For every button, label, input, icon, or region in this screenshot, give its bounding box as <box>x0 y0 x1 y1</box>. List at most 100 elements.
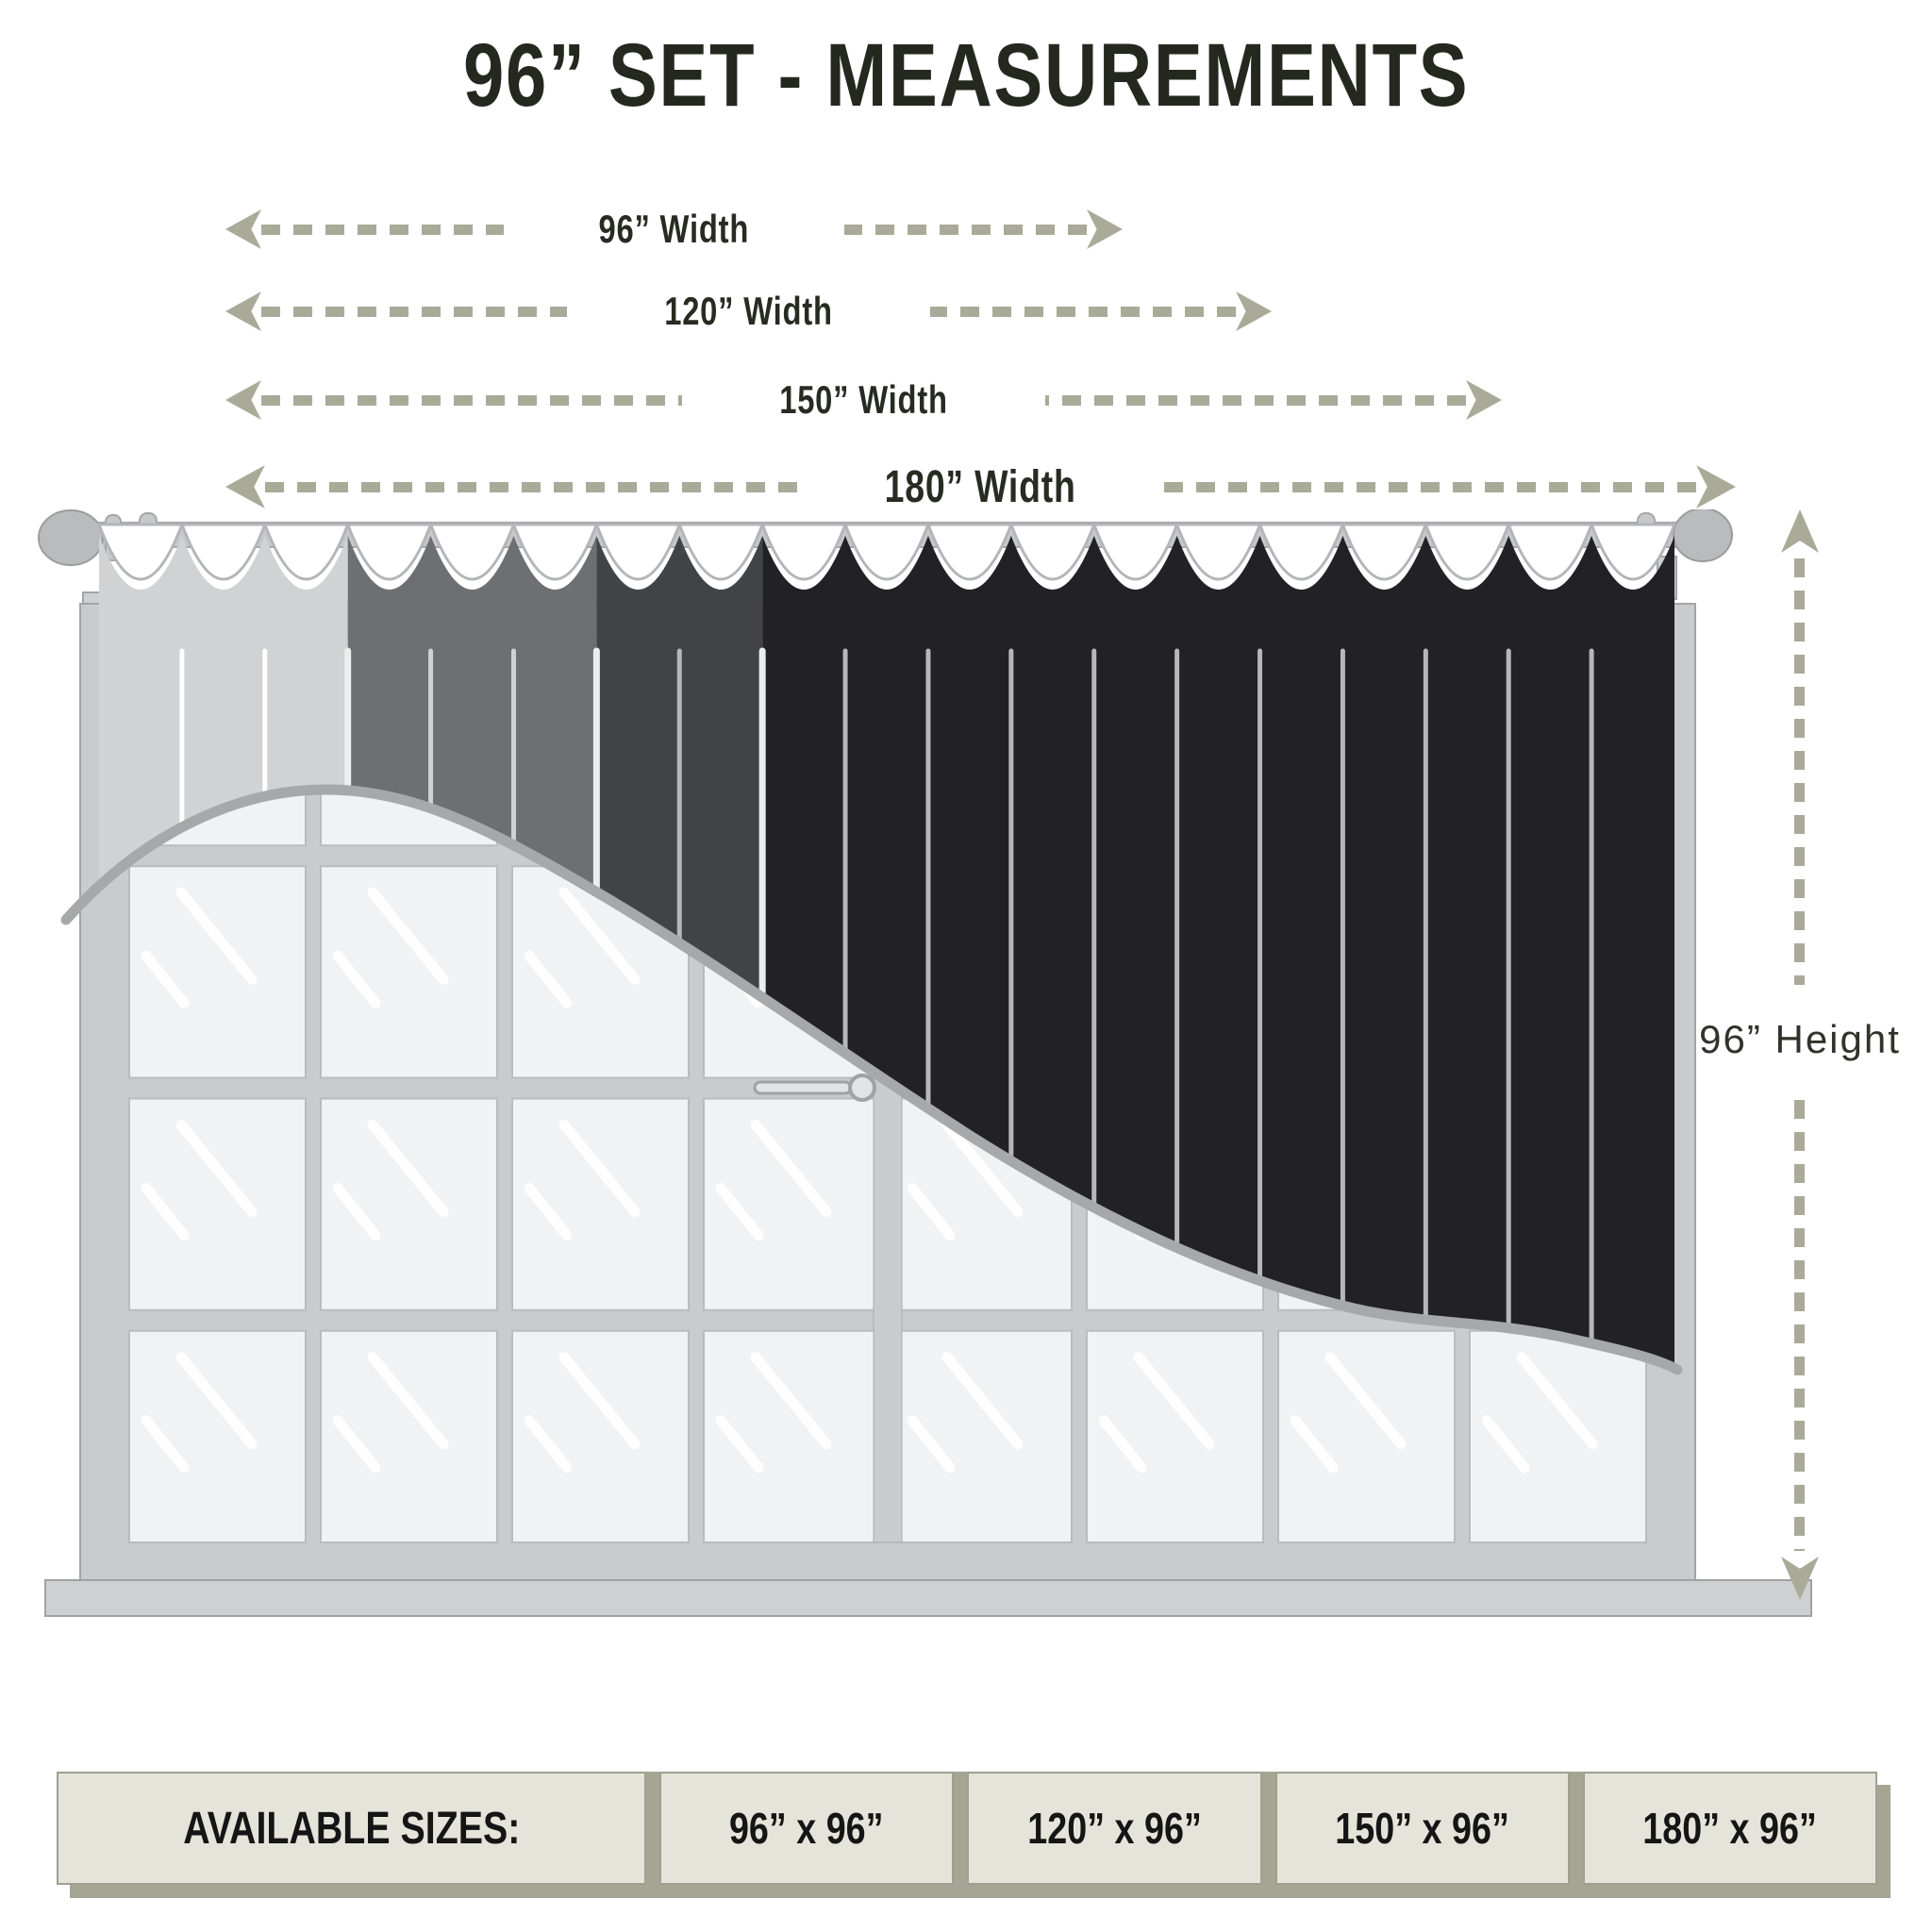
dashed-line <box>1045 394 1467 406</box>
table-header-cell: AVAILABLE SIZES: <box>57 1772 646 1885</box>
size-96x96: 96” x 96” <box>729 1804 884 1853</box>
glass-shine <box>367 1120 449 1217</box>
arrow-right-icon <box>1236 291 1273 331</box>
scallop-loop <box>428 523 516 581</box>
rod-finial-right <box>1673 509 1733 562</box>
scallop-loop <box>1091 523 1179 581</box>
glass-shine <box>907 1183 956 1241</box>
glass-shine <box>141 1415 190 1474</box>
page-title: 96” SET - MEASUREMENTS <box>0 25 1932 127</box>
glass-shine <box>175 887 258 985</box>
table-size-cell: 150” x 96” <box>1274 1772 1570 1885</box>
dashed-line-vertical <box>1794 1100 1805 1551</box>
glass-shine <box>941 1352 1024 1450</box>
glass-shine <box>558 1120 641 1217</box>
glass-shine <box>1290 1415 1339 1474</box>
glass-shine <box>1324 1352 1407 1450</box>
dashed-line <box>261 224 505 235</box>
window-sill <box>44 1579 1812 1617</box>
table-size-cell: 96” x 96” <box>659 1772 955 1885</box>
arrow-right-icon <box>1696 465 1737 508</box>
curtain-hem-curve <box>60 784 1683 1375</box>
glass-shine <box>367 1352 449 1450</box>
scallop-loop <box>96 523 185 581</box>
arrow-right-icon <box>1466 380 1503 420</box>
scallop-loop <box>1257 523 1345 581</box>
size-120x96: 120” x 96” <box>1027 1804 1202 1853</box>
page-title-text: 96” SET - MEASUREMENTS <box>462 25 1470 125</box>
glass-shine <box>367 887 449 985</box>
scallop-loop <box>1589 523 1677 581</box>
width-arrow-96: 96” Width <box>225 207 1123 251</box>
dashed-line <box>261 394 683 406</box>
dashed-line-vertical <box>1794 558 1805 985</box>
scallop-loop <box>594 523 682 581</box>
width-label-150: 150” Width <box>779 377 948 422</box>
rod-finial-left <box>38 509 104 566</box>
arrow-left-icon <box>225 465 265 508</box>
glass-shine <box>524 1415 573 1474</box>
width-label-96: 96” Width <box>598 207 750 251</box>
scallop-loop <box>179 523 267 581</box>
scallop-loop <box>1174 523 1262 581</box>
glass-shine <box>1098 1415 1147 1474</box>
door-handle-left <box>753 1080 853 1095</box>
scallop-loop <box>262 523 350 581</box>
dashed-line <box>1152 481 1697 492</box>
dashed-line <box>261 306 568 317</box>
width-label-180: 180” Width <box>885 461 1077 512</box>
height-label: 96” Height <box>1699 1017 1901 1061</box>
size-150x96: 150” x 96” <box>1335 1804 1509 1853</box>
curtain-window-illustration <box>38 509 1812 1617</box>
glass-shine <box>332 1183 381 1241</box>
glass-shine <box>175 1352 258 1450</box>
glass-shine <box>332 950 381 1008</box>
glass-shine <box>941 1120 1024 1217</box>
scallop-loop <box>511 523 599 581</box>
glass-shine <box>750 1120 832 1217</box>
dashed-line <box>265 481 809 492</box>
arrow-left-icon <box>225 380 261 420</box>
dashed-line <box>843 224 1087 235</box>
size-180x96: 180” x 96” <box>1642 1804 1818 1853</box>
glass-shine <box>1481 1415 1530 1474</box>
glass-shine <box>750 1352 832 1450</box>
glass-pane <box>1086 1329 1264 1543</box>
width-arrow-180: 180” Width <box>225 462 1737 512</box>
arrow-left-icon <box>225 291 261 331</box>
scallop-loop <box>1424 523 1511 581</box>
glass-shine <box>141 1183 190 1241</box>
glass-shine <box>907 1415 956 1474</box>
glass-shine <box>715 1415 764 1474</box>
table-size-cell: 120” x 96” <box>967 1772 1262 1885</box>
width-arrow-120: 120” Width <box>225 289 1273 333</box>
glass-shine <box>524 950 573 1008</box>
glass-shine <box>524 1183 573 1241</box>
glass-shine <box>1133 1352 1215 1450</box>
scallop-loop <box>842 523 931 581</box>
table-size-cell: 180” x 96” <box>1582 1772 1877 1885</box>
scallop-loop <box>677 523 765 581</box>
scallop-loop <box>1341 523 1428 581</box>
glass-shine <box>332 1415 381 1474</box>
glass-shine <box>1516 1352 1598 1450</box>
door-handle-left-ring <box>848 1074 876 1102</box>
dashed-line <box>930 306 1237 317</box>
width-arrow-150: 150” Width <box>225 377 1503 422</box>
arrow-left-icon <box>225 209 261 249</box>
available-sizes-table: AVAILABLE SIZES: 96” x 96” 120” x 96” 15… <box>57 1772 1877 1885</box>
glass-shine <box>558 887 641 985</box>
scallop-loop <box>345 523 433 581</box>
curtain-scallops <box>96 523 1677 581</box>
width-label-120: 120” Width <box>664 289 833 333</box>
scallop-loop <box>759 523 848 581</box>
glass-shine <box>175 1120 258 1217</box>
glass-shine <box>715 1183 764 1241</box>
scallop-loop <box>1008 523 1096 581</box>
scallop-loop <box>1507 523 1594 581</box>
glass-shine <box>558 1352 641 1450</box>
glass-pane <box>320 1329 498 1543</box>
scallop-loop <box>925 523 1014 581</box>
glass-shine <box>141 950 190 1008</box>
